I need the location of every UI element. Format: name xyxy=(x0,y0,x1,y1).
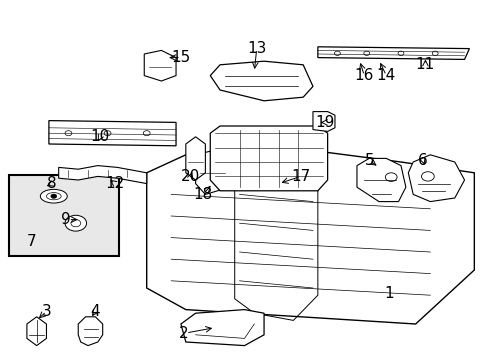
Text: 20: 20 xyxy=(181,169,200,184)
Polygon shape xyxy=(27,317,46,346)
Bar xyxy=(9,175,119,256)
Polygon shape xyxy=(144,50,176,81)
Text: 3: 3 xyxy=(41,304,51,319)
Text: 7: 7 xyxy=(27,234,37,249)
Polygon shape xyxy=(407,155,464,202)
Text: 17: 17 xyxy=(290,169,310,184)
Text: 2: 2 xyxy=(178,325,188,341)
Text: 15: 15 xyxy=(171,50,190,65)
Text: 10: 10 xyxy=(90,129,110,144)
Text: 5: 5 xyxy=(364,153,373,168)
Text: 12: 12 xyxy=(105,176,124,191)
Polygon shape xyxy=(317,47,468,59)
Text: 9: 9 xyxy=(61,212,71,227)
Text: 8: 8 xyxy=(46,176,56,191)
Ellipse shape xyxy=(40,189,67,203)
Text: 13: 13 xyxy=(246,41,266,56)
Circle shape xyxy=(51,194,57,198)
Text: 11: 11 xyxy=(415,57,434,72)
Text: 1: 1 xyxy=(383,286,393,301)
Polygon shape xyxy=(210,126,327,191)
Text: 16: 16 xyxy=(354,68,373,83)
Text: 19: 19 xyxy=(315,115,334,130)
Polygon shape xyxy=(146,151,473,324)
Polygon shape xyxy=(195,151,229,194)
Polygon shape xyxy=(210,61,312,101)
Polygon shape xyxy=(312,112,334,131)
Text: 18: 18 xyxy=(193,187,212,202)
Circle shape xyxy=(65,215,86,231)
Text: 6: 6 xyxy=(417,153,427,168)
Polygon shape xyxy=(185,137,205,180)
Polygon shape xyxy=(181,310,264,346)
Polygon shape xyxy=(78,317,102,346)
Text: 4: 4 xyxy=(90,304,100,319)
Polygon shape xyxy=(59,166,146,184)
Text: 14: 14 xyxy=(376,68,395,83)
Polygon shape xyxy=(49,121,176,146)
Polygon shape xyxy=(356,158,405,202)
